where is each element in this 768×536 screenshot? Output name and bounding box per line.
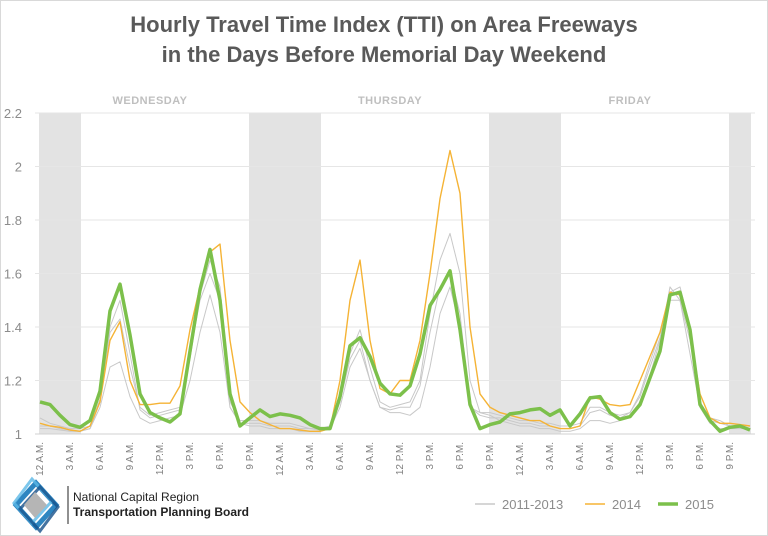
x-tick-label: 3 P.M. bbox=[665, 442, 676, 470]
x-tick-label: 6 P.M. bbox=[455, 442, 466, 470]
legend-label: 2011-2013 bbox=[502, 497, 563, 512]
x-tick-label: 12 P.M. bbox=[395, 442, 406, 475]
chart-legend: 2011-2013 2014 2015 bbox=[475, 497, 714, 512]
x-tick-label: 3 A.M. bbox=[65, 442, 76, 470]
y-tick-label: 1.4 bbox=[4, 320, 22, 335]
y-tick-label: 1.8 bbox=[4, 213, 22, 228]
x-tick-label: 6 A.M. bbox=[335, 442, 346, 470]
org-name-line-2: Transportation Planning Board bbox=[73, 505, 249, 519]
x-tick-label: 9 A.M. bbox=[365, 442, 376, 470]
y-tick-label: 1 bbox=[15, 427, 22, 442]
day-label: WEDNESDAY bbox=[113, 95, 188, 107]
x-tick-label: 6 A.M. bbox=[575, 442, 586, 470]
y-tick-label: 1.2 bbox=[4, 374, 22, 389]
day-label: THURSDAY bbox=[358, 95, 422, 107]
x-tick-label: 12 A.M. bbox=[35, 442, 46, 476]
tpb-logo: National Capital Region Transportation P… bbox=[12, 476, 249, 534]
x-tick-label: 9 P.M. bbox=[245, 442, 256, 470]
x-tick-label: 9 P.M. bbox=[485, 442, 496, 470]
series-line-2015 bbox=[39, 247, 751, 434]
y-tick-label: 2 bbox=[15, 160, 22, 175]
x-tick-label: 6 P.M. bbox=[695, 442, 706, 470]
series-line-2014 bbox=[39, 149, 751, 432]
x-tick-label: 12 P.M. bbox=[155, 442, 166, 475]
legend-label: 2015 bbox=[685, 497, 714, 512]
chart-title-line-1: Hourly Travel Time Index (TTI) on Area F… bbox=[130, 12, 637, 37]
x-tick-label: 12 A.M. bbox=[515, 442, 526, 476]
x-tick-label: 9 A.M. bbox=[125, 442, 136, 470]
x-tick-label: 3 P.M. bbox=[425, 442, 436, 470]
x-tick-label: 6 P.M. bbox=[215, 442, 226, 470]
y-tick-label: 2.2 bbox=[4, 106, 22, 121]
x-tick-label: 12 A.M. bbox=[275, 442, 286, 476]
x-tick-label: 3 A.M. bbox=[305, 442, 316, 470]
y-tick-label: 1.6 bbox=[4, 267, 22, 282]
logo-mark-icon bbox=[12, 476, 60, 534]
day-label: FRIDAY bbox=[609, 95, 652, 107]
x-tick-label: 6 A.M. bbox=[95, 442, 106, 470]
chart-title-line-2: in the Days Before Memorial Day Weekend bbox=[162, 42, 607, 67]
x-tick-label: 3 A.M. bbox=[545, 442, 556, 470]
x-tick-label: 9 A.M. bbox=[605, 442, 616, 470]
x-tick-label: 9 P.M. bbox=[725, 442, 736, 470]
legend-label: 2014 bbox=[612, 497, 641, 512]
x-tick-label: 12 P.M. bbox=[635, 442, 646, 475]
x-tick-label: 3 P.M. bbox=[185, 442, 196, 470]
org-name-line-1: National Capital Region bbox=[73, 490, 199, 504]
